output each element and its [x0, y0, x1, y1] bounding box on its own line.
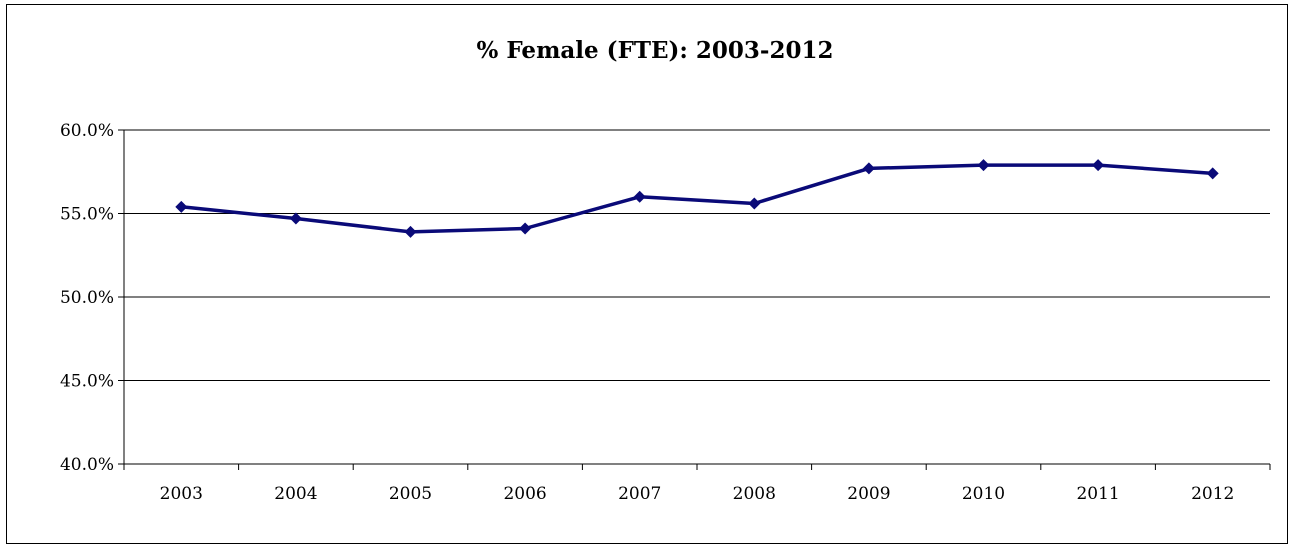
- data-point-2008: [748, 197, 760, 209]
- series-line: [181, 165, 1212, 232]
- axes: [124, 130, 1270, 470]
- data-point-2012: [1207, 167, 1219, 179]
- x-tick-label: 2005: [389, 484, 432, 504]
- x-tick-label: 2009: [847, 484, 890, 504]
- data-point-2011: [1092, 159, 1104, 171]
- y-tick-label: 40.0%: [60, 455, 114, 475]
- data-point-2003: [175, 201, 187, 213]
- x-tick-label: 2007: [618, 484, 661, 504]
- data-point-2004: [290, 213, 302, 225]
- y-tick-label: 55.0%: [60, 205, 114, 225]
- x-tick-label: 2010: [962, 484, 1005, 504]
- x-tick-label: 2004: [274, 484, 317, 504]
- x-tick-label: 2008: [733, 484, 776, 504]
- x-tick-label: 2012: [1191, 484, 1234, 504]
- y-tick-label: 45.0%: [60, 372, 114, 392]
- x-tick-label: 2003: [160, 484, 203, 504]
- data-point-2007: [634, 191, 646, 203]
- x-tick-label: 2011: [1076, 484, 1119, 504]
- data-point-2009: [863, 162, 875, 174]
- x-tick-label: 2006: [503, 484, 546, 504]
- y-tick-label: 60.0%: [60, 121, 114, 141]
- data-point-2005: [405, 226, 417, 238]
- y-tick-label: 50.0%: [60, 288, 114, 308]
- data-point-2006: [519, 223, 531, 235]
- series-layer: [175, 159, 1218, 238]
- chart-title: % Female (FTE): 2003-2012: [477, 37, 834, 64]
- data-point-2010: [978, 159, 990, 171]
- x-axis-tick-labels: 2003 2004 2005 2006 2007 2008 2009 2010 2011 2012: [160, 484, 1235, 504]
- gridlines: [118, 130, 1270, 464]
- y-axis-tick-labels: 40.0% 45.0% 50.0% 55.0% 60.0%: [60, 121, 114, 475]
